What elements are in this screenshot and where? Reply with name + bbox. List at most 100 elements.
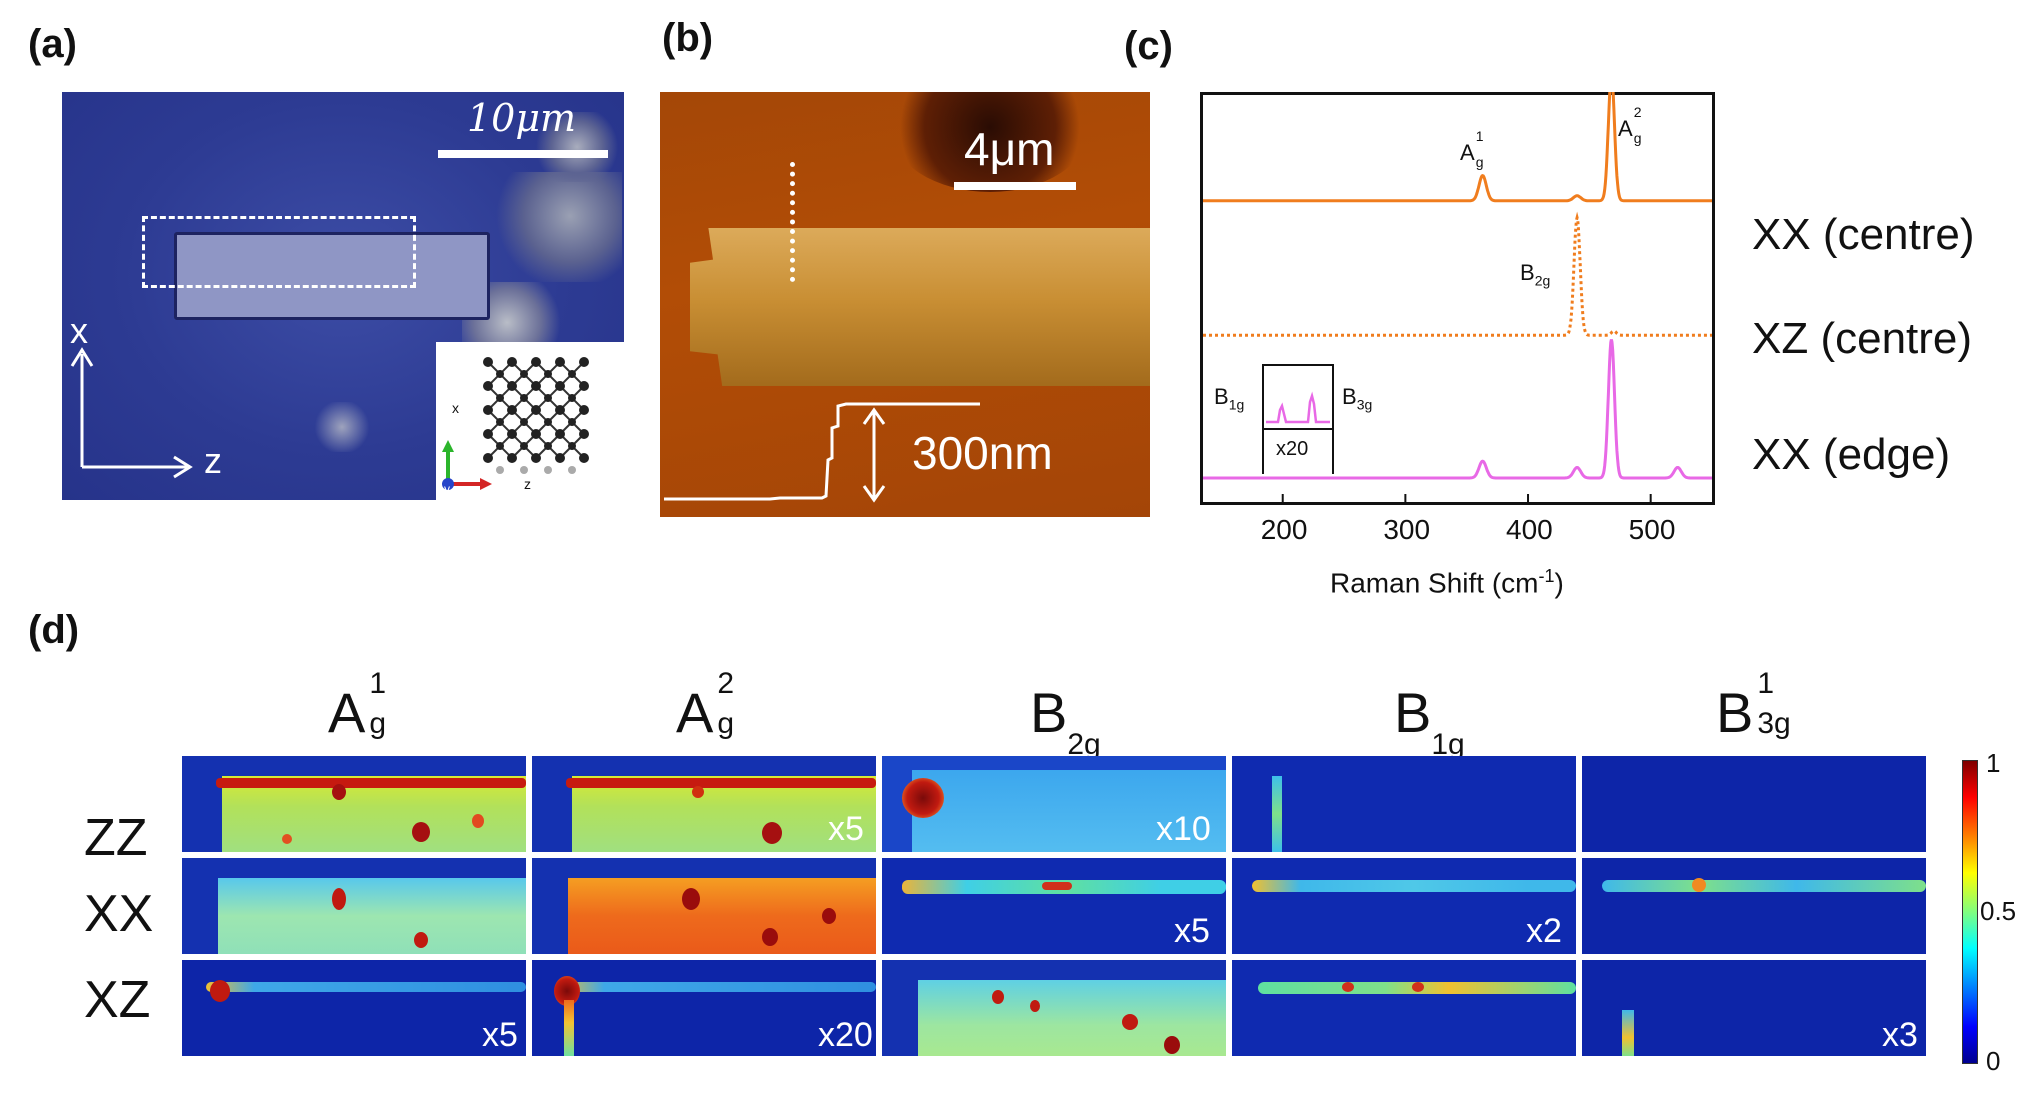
map-xz-b1g [1232,960,1576,1056]
col-head-sub: g [717,707,735,740]
map-multiplier: x20 [818,1016,873,1054]
x-tick-label: 300 [1383,514,1431,545]
map-multiplier: x5 [482,1016,518,1054]
map-xz-b3g1: x3 [1582,960,1926,1056]
colorbar-max: 1 [1986,748,2001,778]
map-xz-b2g [882,960,1226,1056]
trace-label-xz-centre: XZ (centre) [1752,314,1973,363]
map-xx-ag2 [532,858,876,954]
map-multiplier: x5 [1174,912,1210,950]
spectrum-line-1 [1203,211,1712,337]
zoom-inset [1262,364,1334,430]
debris [492,172,622,282]
trace-label-xx-centre: XX (centre) [1752,210,1975,259]
flake [174,232,490,320]
scale-bar [954,182,1076,190]
axis-arrows [70,347,193,479]
col-head-base: B [1030,681,1068,744]
col-header-b1g: B1g [1394,680,1465,761]
col-head-sup: 2 [717,667,735,700]
peak-label-b2g: B2g [1520,260,1550,288]
label-base: B [1520,260,1535,285]
map-xx-b1g: x2 [1232,858,1576,954]
debris [532,112,622,182]
profile-line [790,162,795,282]
col-head-sub: 1g [1431,728,1465,761]
optical-image: 10μm x z [62,92,624,500]
map-xz-ag1: x5 [182,960,526,1056]
spectrum-line-0 [1203,92,1712,203]
col-head-base: A [328,681,366,744]
col-head-base: B [1394,681,1432,744]
x-axis-label: Raman Shift (cm-1) [1330,566,1564,599]
label-base: A [1618,116,1633,141]
col-head-sup: 1 [1757,667,1775,700]
raman-map-grid: x5 x10 x5 x2 x5 [182,756,1938,1066]
colorbar-mid: 0.5 [1980,896,2017,926]
label-base: A [1460,140,1475,165]
x-axis-label-base: Raman Shift (cm [1330,567,1539,599]
inset-trace [1266,391,1330,424]
peak-label-b3g: B3g [1342,384,1372,412]
label-sup: 1 [1475,128,1484,144]
panel-label-b: (b) [662,16,714,60]
label-sub: 3g [1356,396,1373,413]
inset-axis-x: x [452,400,459,416]
label-sup: 2 [1633,104,1642,120]
colorbar [1962,760,1978,1064]
inset-axis-z: z [524,476,531,492]
spectrum-line-2 [1203,339,1712,480]
x-axis-label-end: ) [1554,567,1564,599]
inset-scale-label: x20 [1276,438,1309,460]
scale-bar-label: 10μm [467,96,577,140]
plot-frame [1200,92,1715,505]
axis-x-label: x [70,310,88,351]
map-multiplier: x5 [828,810,864,848]
inset-axis-y: y [444,482,450,496]
colorbar-min: 0 [1986,1046,2001,1076]
x-tick-label: 400 [1506,514,1553,545]
label-base: B [1214,384,1229,409]
col-head-sub: 2g [1067,728,1101,761]
col-head-sub: g [369,707,387,740]
scale-bar [438,150,608,158]
panel-label-a: (a) [28,22,77,66]
debris [312,402,372,452]
x-tick-label: 200 [1260,514,1308,545]
crystal-structure [442,357,589,490]
height-profile [664,402,980,503]
zoom-inset-stem [1262,428,1334,474]
label-sub: g [1475,154,1484,170]
panel-label-c: (c) [1124,24,1173,68]
row-label-xz: XZ [84,971,151,1029]
panel-label-d: (d) [28,608,80,652]
raman-spectra-plot [1200,92,1715,505]
label-sub: 1g [1228,396,1245,413]
map-zz-b2g: x10 [882,756,1226,852]
map-xz-ag2: x20 [532,960,876,1056]
col-head-base: B [1716,681,1754,744]
row-label-zz: ZZ [84,809,148,867]
trace-label-xx-edge: XX (edge) [1752,430,1951,479]
axis-z-label: z [204,440,222,481]
map-multiplier: x10 [1156,810,1211,848]
peak-label-b1g: B1g [1214,384,1244,412]
col-head-sub: 3g [1757,707,1791,740]
step-height-label: 300nm [912,427,1053,479]
crystal-inset: x y z [436,342,624,500]
col-header-b2g: B2g [1030,680,1101,761]
map-xx-ag1 [182,858,526,954]
map-xx-b2g: x5 [882,858,1226,954]
x-tick-label: 500 [1628,514,1676,545]
map-zz-b3g1 [1582,756,1926,852]
map-zz-b1g [1232,756,1576,852]
map-multiplier: x3 [1882,1016,1918,1054]
col-header-b3g1: B 1 3g [1716,667,1791,745]
label-sub: 2g [1534,272,1551,289]
x-axis-label-sup: -1 [1538,566,1555,586]
afm-dark-blob [890,92,1090,192]
label-base: B [1342,384,1357,409]
row-label-xx: XX [84,885,154,943]
